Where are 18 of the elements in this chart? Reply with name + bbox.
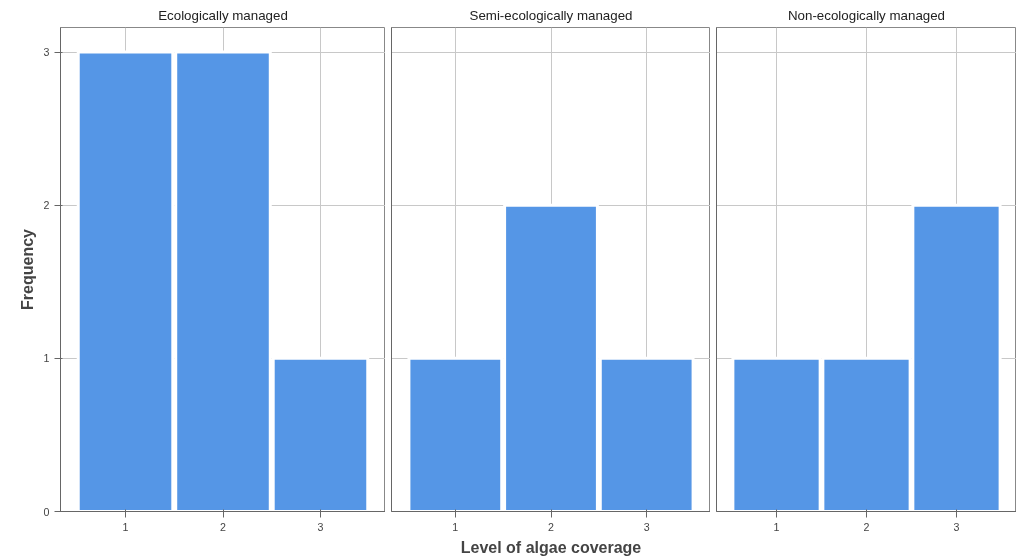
y-tick-label: 0 (43, 505, 50, 518)
x-tick-label: 2 (220, 520, 227, 533)
chart-title: Semi-ecologically managed (469, 7, 633, 23)
y-tick-label: 1 (43, 352, 50, 365)
x-tick-label: 2 (548, 520, 555, 533)
x-tick-label: 1 (773, 520, 780, 533)
x-tick-label: 2 (863, 520, 870, 533)
chart-title: Non-ecologically managed (787, 7, 946, 23)
chart-title: Ecologically managed (158, 7, 288, 23)
y-tick-label: 3 (43, 46, 50, 59)
y-axis-title: Frequency (18, 228, 36, 310)
x-tick-label: 3 (953, 520, 960, 533)
x-tick-label: 1 (122, 520, 129, 533)
x-axis-title: Level of algae coverage (460, 538, 642, 556)
x-tick-label: 3 (317, 520, 324, 533)
x-tick-label: 1 (452, 520, 459, 533)
y-tick-label: 2 (43, 199, 50, 212)
x-tick-label: 3 (643, 520, 650, 533)
